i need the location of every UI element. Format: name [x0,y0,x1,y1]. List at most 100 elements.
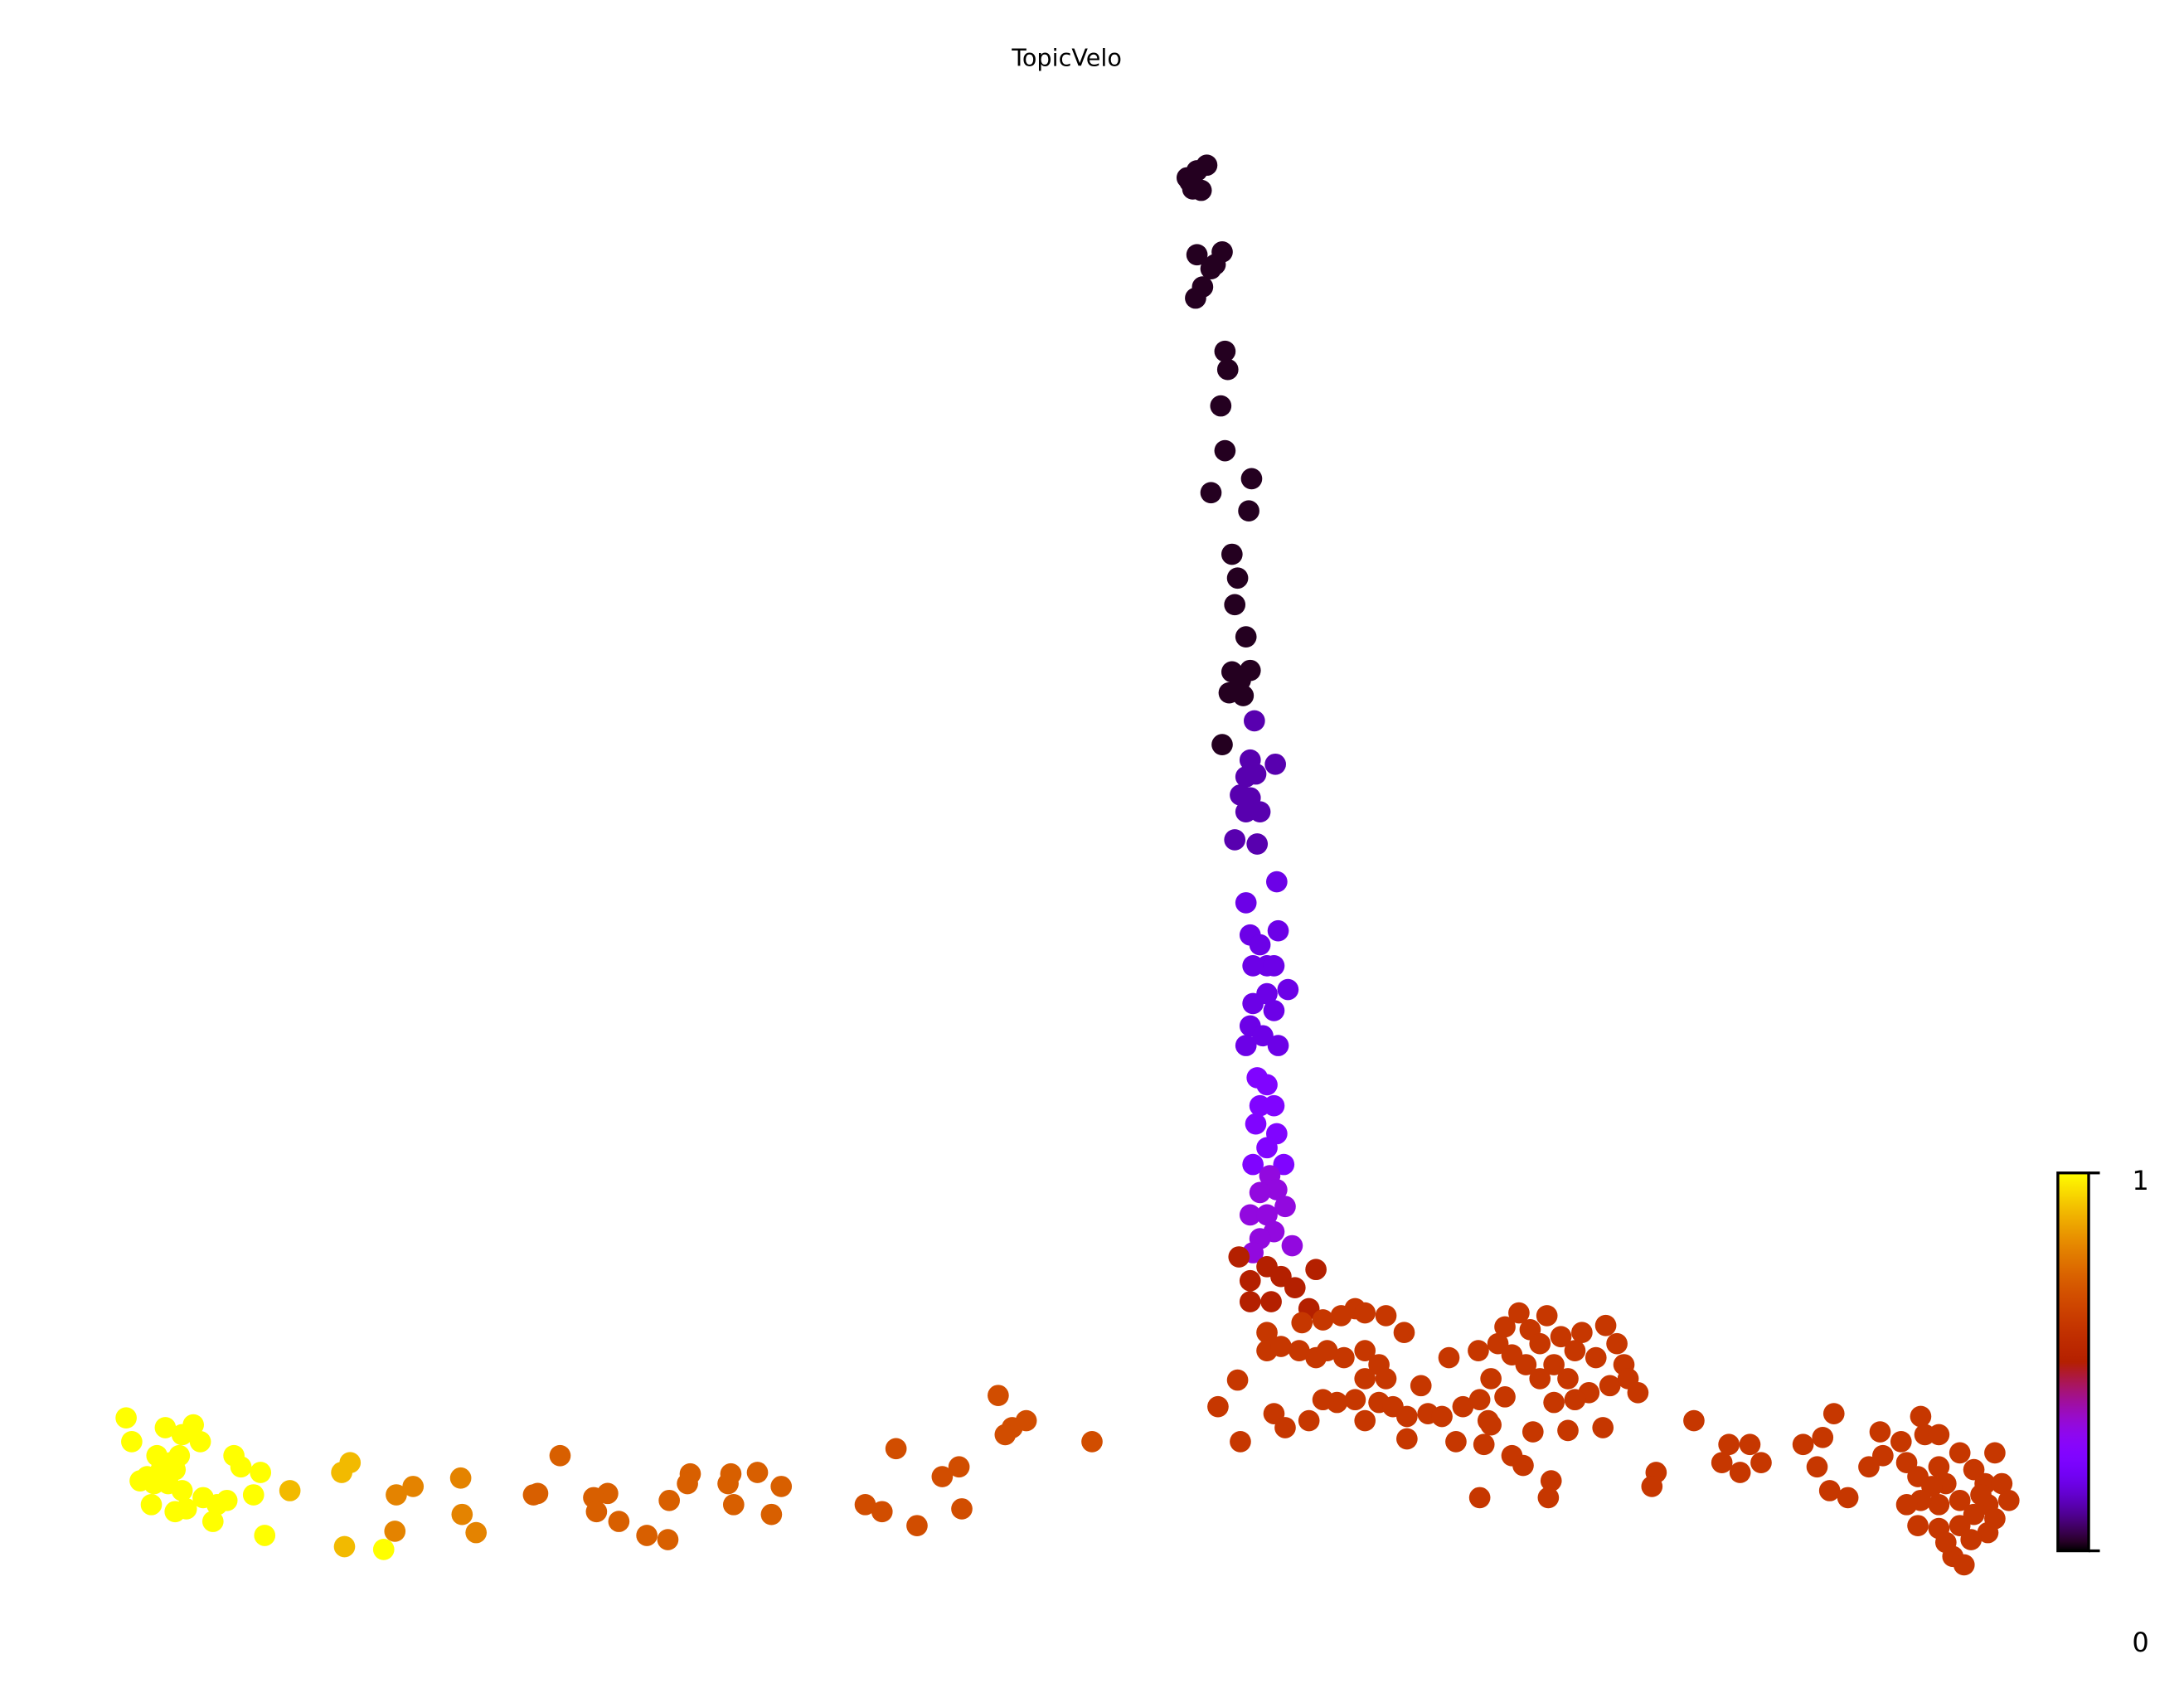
scatter-point [1316,1340,1338,1361]
scatter-point [1468,1487,1491,1509]
scatter-point [1599,1375,1621,1397]
scatter-point [1284,1277,1306,1298]
scatter-point [931,1466,954,1487]
scatter-point [115,1407,137,1429]
scatter-point [948,1456,970,1478]
scatter-point [1252,1025,1274,1047]
scatter-point [1224,829,1246,851]
scatter-point [1928,1456,1950,1478]
scatter-point [1242,1153,1264,1176]
scatter-point [1895,1494,1918,1516]
scatter-point [1729,1462,1751,1483]
colorbar: 1 0 [2056,1165,2149,1658]
scatter-point [1928,1494,1950,1516]
scatter-point [1354,1368,1376,1390]
scatter-point [1718,1433,1740,1456]
scatter-point [1266,871,1288,893]
scatter-point [1890,1431,1912,1453]
scatter-point [994,1424,1017,1446]
scatter-point [1960,1529,1983,1550]
scatter-point [549,1444,571,1467]
scatter-point [1226,567,1249,589]
scatter-point [608,1511,630,1532]
scatter-point [527,1482,549,1505]
colorbar-label-min: 0 [2132,1627,2148,1658]
scatter-point [1984,1442,2006,1464]
scatter-point [1305,1259,1327,1281]
scatter-point [1216,358,1239,381]
scatter-point [154,1417,177,1438]
scatter-point [140,1494,163,1516]
scatter-point [1214,340,1236,362]
scatter-point [1235,1035,1257,1056]
scatter-point [1571,1322,1593,1344]
scatter-point [1235,626,1257,648]
scatter-point [1818,1480,1841,1501]
scatter-point [1312,1389,1334,1411]
scatter-point [1991,1472,2013,1495]
scatter-point [1792,1433,1814,1456]
scatter-point [1375,1368,1397,1390]
scatter-point [1249,1181,1271,1204]
scatter-point [333,1535,356,1558]
scatter-point [1266,1179,1288,1201]
scatter-point [279,1480,301,1501]
scatter-point [1264,753,1286,775]
scatter-point [1934,1531,1957,1554]
scatter-point [1537,1487,1560,1509]
scatter-point [1494,1316,1516,1338]
scatter-point [1543,1354,1565,1375]
scatter-point [1512,1454,1534,1477]
scatter-point [1291,1312,1313,1334]
scatter-point [1211,734,1233,755]
scatter-point [1837,1487,1859,1509]
scatter-point [854,1494,876,1516]
scatter-point [465,1521,488,1544]
scatter-point [201,1511,224,1532]
scatter-point [1232,685,1255,706]
scatter-point [1354,1409,1376,1432]
scatter-point [1473,1433,1495,1456]
scatter-point [1557,1368,1579,1390]
scatter-point [1907,1515,1929,1536]
scatter-point [906,1515,928,1536]
scatter-point [1375,1305,1397,1327]
scatter-point [585,1501,608,1523]
scatter-point [1256,1137,1278,1159]
scatter-point [760,1503,783,1526]
scatter-point [1244,710,1265,732]
scatter-point [1185,287,1206,309]
scatter-point [192,1487,214,1509]
scatter-point [1298,1409,1320,1432]
scatter-point [449,1467,472,1489]
scatter-point [1494,1386,1516,1408]
scatter-point [250,1462,272,1483]
scatter-point [1235,892,1257,914]
scatter-point [1263,1000,1285,1021]
scatter-point [1260,1291,1282,1312]
scatter-point [1081,1431,1103,1453]
scatter-point [1242,955,1264,977]
scatter-point [1242,992,1264,1015]
scatter-point [175,1498,197,1520]
scatter-point [1210,395,1232,417]
scatter-point [1468,1340,1489,1361]
scatter-point [1910,1405,1932,1428]
colorbar-gradient [2056,1171,2090,1553]
scatter-point [1240,468,1263,490]
scatter-point [1543,1391,1565,1414]
scatter-point [1869,1421,1891,1443]
scatter-point [129,1470,151,1492]
scatter-point [1564,1389,1586,1411]
scatter-point [770,1476,793,1497]
scatter-point [1949,1489,1971,1511]
scatter-point [1445,1431,1467,1453]
scatter-point [171,1424,193,1446]
scatter-point [1480,1414,1502,1436]
scatter-point [1480,1368,1502,1390]
scatter-point [1179,171,1201,193]
scatter-point [1245,1113,1267,1135]
scatter-points [115,154,2020,1576]
scatter-point [189,1431,211,1453]
scatter-point [1235,801,1257,823]
